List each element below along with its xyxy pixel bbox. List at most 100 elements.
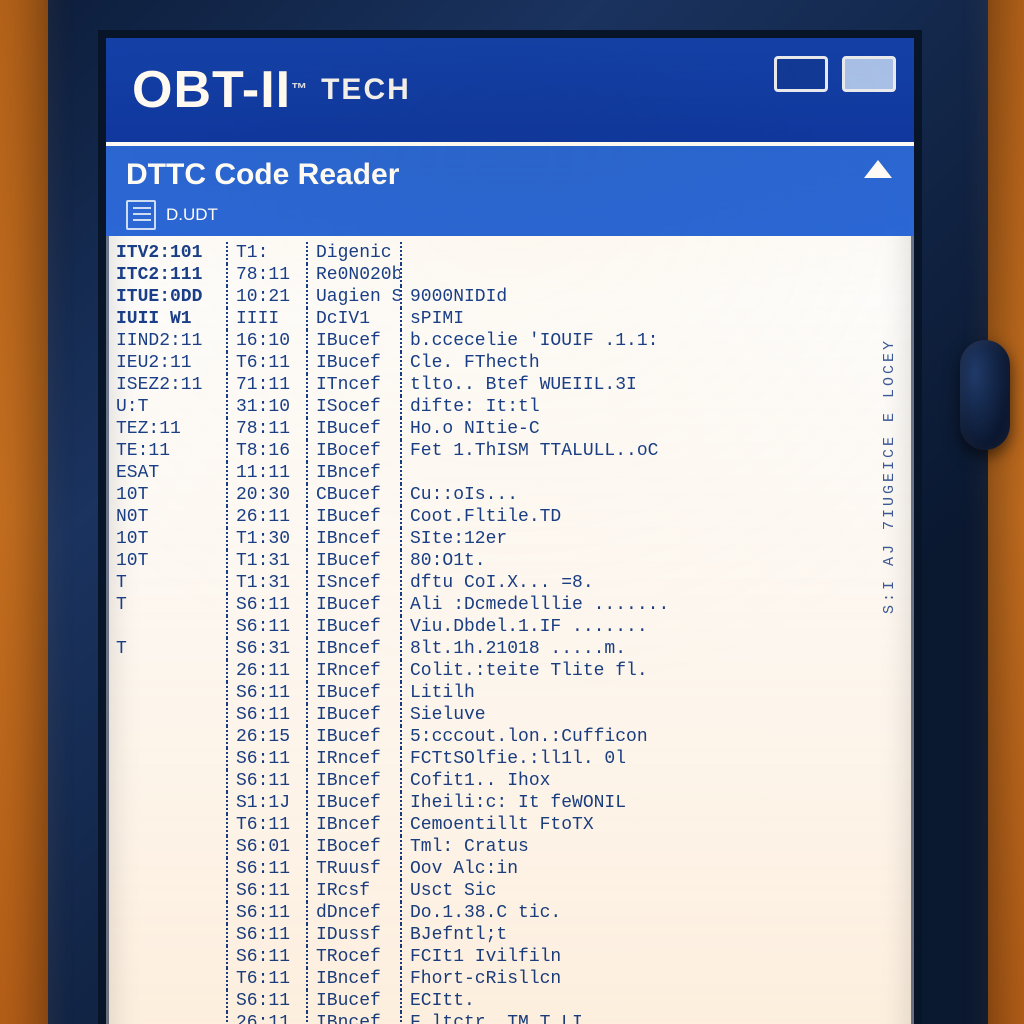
cell-type: IBncef (306, 638, 400, 660)
cell-desc: 5:cccout.lon.:Cufficon (400, 726, 906, 748)
cell-desc: Coot.Fltile.TD (400, 506, 906, 528)
cell-desc: Colit.:teite Tlite fl. (400, 660, 906, 682)
cell-type: IRcsf (306, 880, 400, 902)
table-row[interactable]: IEU2:11T6:11IBucefCle. FThecth (116, 352, 906, 374)
cell-index: 26:11 (226, 506, 306, 528)
cell-index: S6:11 (226, 682, 306, 704)
cell-type: IBucef (306, 418, 400, 440)
cell-desc: Usct Sic (400, 880, 906, 902)
cell-code: T (116, 594, 226, 616)
scroll-up-icon[interactable] (864, 160, 892, 178)
table-row[interactable]: S6:01IBocefTml: Cratus (116, 836, 906, 858)
table-row[interactable]: 26:11IBncefF.ltctr. TM T LI (116, 1012, 906, 1024)
cell-index: S6:11 (226, 748, 306, 770)
cell-code (116, 836, 226, 858)
cell-type: TRocef (306, 946, 400, 968)
table-row[interactable]: S6:11dDncefDo.1.38.C tic. (116, 902, 906, 924)
cell-index: 26:11 (226, 1012, 306, 1024)
cell-desc: Fhort-cRisllcn (400, 968, 906, 990)
cell-index: 78:11 (226, 418, 306, 440)
cell-type: DcIV1 (306, 308, 400, 330)
cell-desc: Litilh (400, 682, 906, 704)
cell-type: IBucef (306, 990, 400, 1012)
cell-code (116, 792, 226, 814)
cell-type: IBncef (306, 968, 400, 990)
cell-type: TRuusf (306, 858, 400, 880)
table-row[interactable]: S1:1JIBucefIheili:c: It feWONIL (116, 792, 906, 814)
table-row[interactable]: U:T31:10ISocefdifte: It:tl (116, 396, 906, 418)
cell-desc: Sieluve (400, 704, 906, 726)
tab-bar: D.UDT (126, 192, 894, 230)
table-row[interactable]: T6:11IBncefCemoentillt FtoTX (116, 814, 906, 836)
cell-index: T6:11 (226, 968, 306, 990)
cell-desc (400, 242, 906, 264)
table-row[interactable]: S6:11IBucefSieluve (116, 704, 906, 726)
table-row[interactable]: S6:11IBucefViu.Dbdel.1.IF ....... (116, 616, 906, 638)
table-row[interactable]: IIND2:1116:10IBucefb.ccecelie 'IOUIF .1.… (116, 330, 906, 352)
cell-code (116, 880, 226, 902)
table-row[interactable]: S6:11IDussfBJefntl;t (116, 924, 906, 946)
table-row[interactable]: IUII W1IIIIDcIV1sPIMI (116, 308, 906, 330)
cell-index: T1:31 (226, 572, 306, 594)
cell-code: ITV2:101 (116, 242, 226, 264)
cell-desc: Viu.Dbdel.1.IF ....... (400, 616, 906, 638)
table-row[interactable]: T6:11IBncefFhort-cRisllcn (116, 968, 906, 990)
cell-index: 20:30 (226, 484, 306, 506)
cell-type: Digenic (306, 242, 400, 264)
table-row[interactable]: TT1:31ISncefdftu CoI.X... =8. (116, 572, 906, 594)
cell-code (116, 704, 226, 726)
cell-desc: sPIMI (400, 308, 906, 330)
cell-desc: BJefntl;t (400, 924, 906, 946)
table-row[interactable]: TE:11T8:16IBocefFet 1.ThISM TTALULL..oC (116, 440, 906, 462)
cell-index: S6:11 (226, 990, 306, 1012)
table-row[interactable]: 10T20:30CBucefCu::oIs... (116, 484, 906, 506)
table-row[interactable]: S6:11IRncefFCTtSOlfie.:ll1l. 0l (116, 748, 906, 770)
cell-index: T1:30 (226, 528, 306, 550)
cell-index: S6:11 (226, 616, 306, 638)
cell-desc: dftu CoI.X... =8. (400, 572, 906, 594)
page-title: DTTC Code Reader (126, 158, 894, 192)
cell-desc: Fet 1.ThISM TTALULL..oC (400, 440, 906, 462)
table-row[interactable]: S6:11IBucefECItt. (116, 990, 906, 1012)
cell-code: T (116, 638, 226, 660)
table-row[interactable]: S6:11TRuusfOov Alc:in (116, 858, 906, 880)
table-row[interactable]: 10TT1:30IBncefSIte:12er (116, 528, 906, 550)
cell-type: IBucef (306, 330, 400, 352)
table-row[interactable]: ESAT11:11IBncef (116, 462, 906, 484)
cell-type: IRncef (306, 748, 400, 770)
table-row[interactable]: ISEZ2:1171:11ITnceftlto.. Btef WUEIIL.3I (116, 374, 906, 396)
cell-index: S6:11 (226, 704, 306, 726)
table-row[interactable]: S6:11IBucefLitilh (116, 682, 906, 704)
table-row[interactable]: 26:15IBucef5:cccout.lon.:Cufficon (116, 726, 906, 748)
cell-code (116, 770, 226, 792)
table-row[interactable]: ITC2:11178:11Re0N020b (116, 264, 906, 286)
table-row[interactable]: ITUE:0DD10:21Uagien SIt9000NIDId (116, 286, 906, 308)
cell-index: T6:11 (226, 814, 306, 836)
device-body: OBT-II™ TECH DTTC Code Reader D.UDT ITV2… (48, 0, 988, 1024)
table-row[interactable]: 10TT1:31IBucef80:O1t. (116, 550, 906, 572)
cell-code: 10T (116, 550, 226, 572)
side-button[interactable] (960, 340, 1010, 450)
cell-desc: 9000NIDId (400, 286, 906, 308)
cell-index: S6:11 (226, 924, 306, 946)
cell-desc: 80:O1t. (400, 550, 906, 572)
tab-label[interactable]: D.UDT (166, 205, 218, 225)
cell-code (116, 946, 226, 968)
table-row[interactable]: S6:11TRocefFCIt1 Ivilfiln (116, 946, 906, 968)
cell-type: Uagien SIt (306, 286, 400, 308)
table-row[interactable]: ITV2:101T1:Digenic (116, 242, 906, 264)
table-row[interactable]: N0T26:11IBucefCoot.Fltile.TD (116, 506, 906, 528)
cell-desc: difte: It:tl (400, 396, 906, 418)
cell-desc: FCIt1 Ivilfiln (400, 946, 906, 968)
cell-code: 10T (116, 484, 226, 506)
cell-index: S6:11 (226, 902, 306, 924)
table-row[interactable]: TS6:31IBncef8lt.1h.21018 .....m. (116, 638, 906, 660)
cell-index: 26:15 (226, 726, 306, 748)
section-titlebar: DTTC Code Reader D.UDT (106, 146, 914, 236)
table-row[interactable]: S6:11IBncefCofit1.. Ihox (116, 770, 906, 792)
table-row[interactable]: S6:11IRcsfUsct Sic (116, 880, 906, 902)
code-table[interactable]: ITV2:101T1:DigenicITC2:11178:11Re0N020bI… (106, 236, 914, 1024)
table-row[interactable]: 26:11IRncefColit.:teite Tlite fl. (116, 660, 906, 682)
table-row[interactable]: TEZ:1178:11IBucefHo.o NItie-C (116, 418, 906, 440)
table-row[interactable]: TS6:11IBucefAli :Dcmedelllie ....... (116, 594, 906, 616)
